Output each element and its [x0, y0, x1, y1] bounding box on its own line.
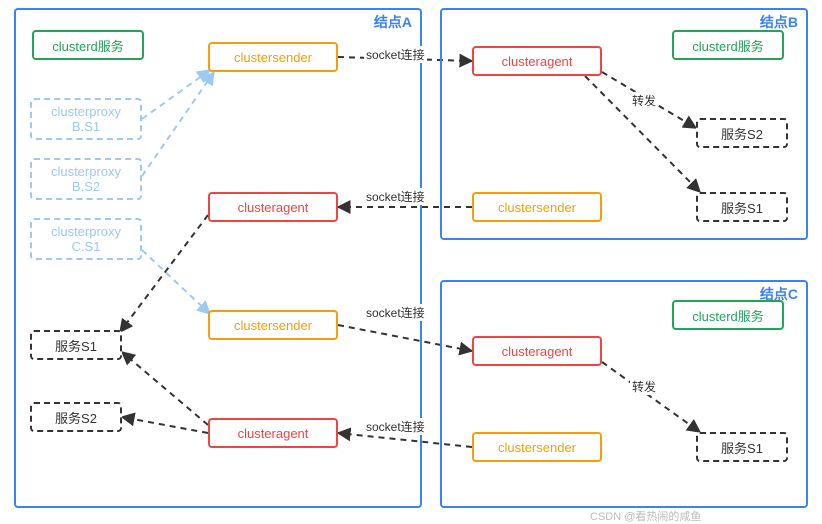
box-B_agent: clusteragent: [472, 46, 602, 76]
box-A_sender2: clustersender: [208, 310, 338, 340]
box-A_S2: 服务S2: [30, 402, 122, 432]
box-A_agent1: clusteragent: [208, 192, 338, 222]
edge-label-socket2: socket连接: [364, 188, 427, 205]
edge-label-socket3: socket连接: [364, 304, 427, 321]
box-A_proxy_BS2: clusterproxy B.S2: [30, 158, 142, 200]
box-A_proxy_CS1: clusterproxy C.S1: [30, 218, 142, 260]
box-A_sender1: clustersender: [208, 42, 338, 72]
box-B_clusterd: clusterd服务: [672, 30, 784, 60]
box-C_clusterd: clusterd服务: [672, 300, 784, 330]
box-A_agent2: clusteragent: [208, 418, 338, 448]
box-A_proxy_BS1: clusterproxy B.S1: [30, 98, 142, 140]
box-B_S1: 服务S1: [696, 192, 788, 222]
box-A_S1: 服务S1: [30, 330, 122, 360]
edge-label-fwdC: 转发: [630, 378, 658, 395]
box-B_sender: clustersender: [472, 192, 602, 222]
box-C_S1: 服务S1: [696, 432, 788, 462]
container-B-label: 结点B: [760, 12, 798, 32]
container-A-label: 结点A: [374, 12, 412, 32]
box-A_clusterd: clusterd服务: [32, 30, 144, 60]
box-C_sender: clustersender: [472, 432, 602, 462]
watermark: CSDN @看热闹的咸鱼: [590, 508, 701, 524]
edge-label-socket1: socket连接: [364, 46, 427, 63]
edge-label-fwdB: 转发: [630, 92, 658, 109]
box-C_agent: clusteragent: [472, 336, 602, 366]
box-B_S2: 服务S2: [696, 118, 788, 148]
edge-label-socket4: socket连接: [364, 418, 427, 435]
